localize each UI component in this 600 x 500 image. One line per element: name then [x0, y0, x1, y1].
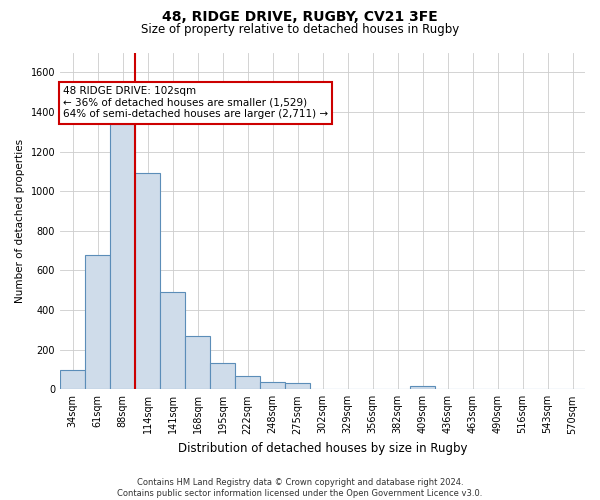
X-axis label: Distribution of detached houses by size in Rugby: Distribution of detached houses by size … [178, 442, 467, 455]
Bar [410, 386, 435, 390]
Bar [210, 362, 235, 390]
Bar [235, 376, 260, 390]
Bar [285, 384, 310, 390]
Bar [160, 292, 185, 390]
Y-axis label: Number of detached properties: Number of detached properties [15, 139, 25, 303]
Bar [60, 370, 85, 390]
Bar [185, 336, 210, 390]
Bar [110, 124, 135, 390]
Text: 48 RIDGE DRIVE: 102sqm
← 36% of detached houses are smaller (1,529)
64% of semi-: 48 RIDGE DRIVE: 102sqm ← 36% of detached… [63, 86, 328, 120]
Bar [135, 174, 160, 390]
Text: Size of property relative to detached houses in Rugby: Size of property relative to detached ho… [141, 22, 459, 36]
Text: Contains HM Land Registry data © Crown copyright and database right 2024.
Contai: Contains HM Land Registry data © Crown c… [118, 478, 482, 498]
Bar [85, 254, 110, 390]
Bar [260, 382, 285, 390]
Text: 48, RIDGE DRIVE, RUGBY, CV21 3FE: 48, RIDGE DRIVE, RUGBY, CV21 3FE [162, 10, 438, 24]
